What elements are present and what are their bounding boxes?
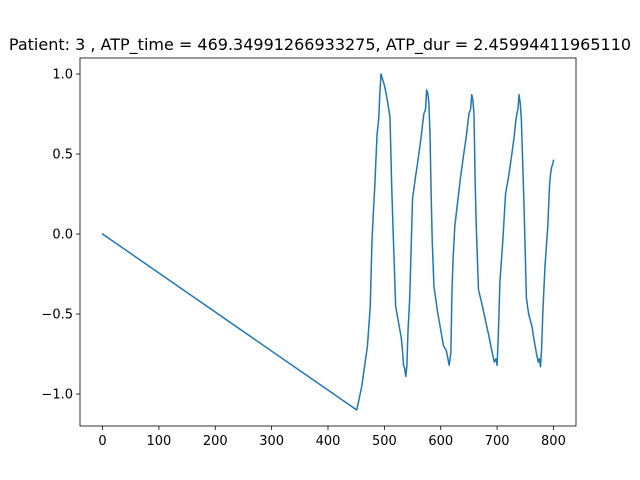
x-tick-label-7: 700 — [485, 434, 510, 449]
y-tick-label-3: 0.5 — [52, 148, 73, 163]
y-tick-label-2: 0.0 — [52, 228, 73, 243]
y-tick-label-0: −1.0 — [41, 388, 73, 403]
x-tick-label-6: 600 — [428, 434, 453, 449]
y-tick-label-4: 1.0 — [52, 68, 73, 83]
x-tick-label-3: 300 — [259, 434, 284, 449]
x-axis: 0 100 200 300 400 500 600 700 800 — [98, 426, 566, 449]
y-axis: −1.0 −0.5 0.0 0.5 1.0 — [41, 68, 80, 403]
plot-area — [79, 57, 577, 427]
x-tick-label-5: 500 — [372, 434, 397, 449]
x-tick-label-0: 0 — [98, 434, 106, 449]
x-tick-label-8: 800 — [541, 434, 566, 449]
chart-title: Patient: 3 , ATP_time = 469.349912669332… — [9, 35, 631, 55]
y-tick-label-1: −0.5 — [41, 308, 73, 323]
x-tick-label-4: 400 — [316, 434, 341, 449]
axes-frame — [79, 57, 577, 427]
x-tick-label-1: 100 — [146, 434, 171, 449]
series-line-0 — [101, 73, 555, 411]
x-tick-label-2: 200 — [203, 434, 228, 449]
